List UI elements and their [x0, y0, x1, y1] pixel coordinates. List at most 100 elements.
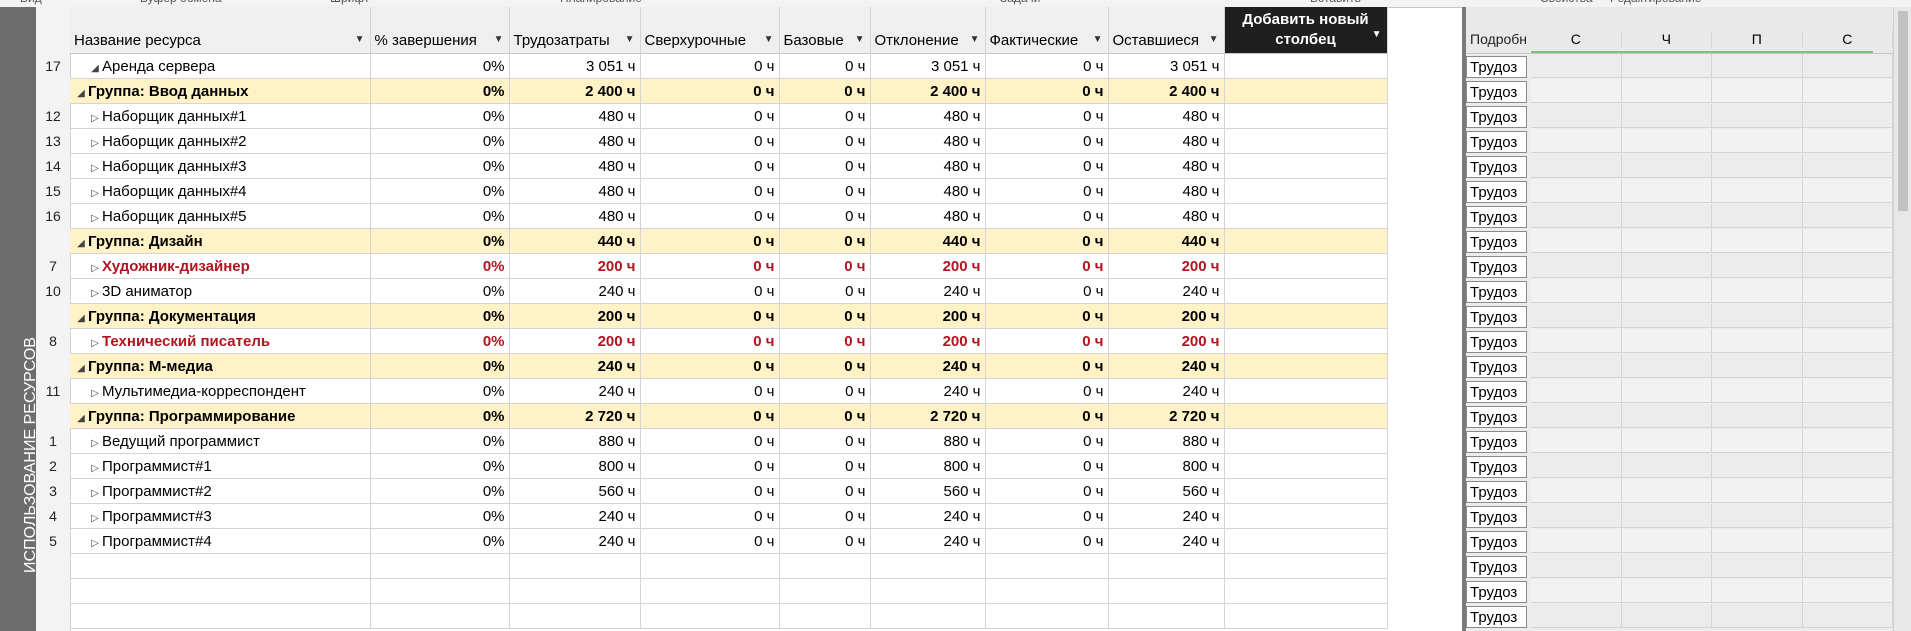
- timephased-cell[interactable]: [1531, 504, 1622, 528]
- detail-label-cell[interactable]: Трудоз: [1466, 156, 1527, 178]
- timephased-cell[interactable]: [1531, 554, 1622, 578]
- timephased-cell[interactable]: [1621, 529, 1712, 553]
- timephased-cell[interactable]: [1621, 479, 1712, 503]
- timephased-cell[interactable]: [1531, 529, 1622, 553]
- timephased-cell[interactable]: [1802, 404, 1893, 428]
- timephased-cell[interactable]: [1621, 279, 1712, 303]
- timephased-cell[interactable]: [1802, 329, 1893, 353]
- remaining-cell[interactable]: 480 ч: [1108, 128, 1225, 154]
- add-column-cell[interactable]: [1224, 428, 1388, 454]
- timephased-cells[interactable]: [1531, 229, 1893, 253]
- dropdown-arrow-icon[interactable]: ▼: [624, 34, 635, 45]
- overtime-cell[interactable]: 0 ч: [640, 503, 780, 529]
- vertical-scrollbar[interactable]: [1893, 7, 1911, 631]
- add-column-cell[interactable]: [1224, 78, 1388, 104]
- column-header-name[interactable]: Название ресурса ▼: [70, 7, 371, 54]
- overtime-cell[interactable]: 0 ч: [640, 403, 780, 429]
- row-id[interactable]: 10: [45, 283, 61, 299]
- detail-label-cell[interactable]: Трудоз: [1466, 181, 1527, 203]
- row-id[interactable]: 8: [49, 333, 57, 349]
- remaining-cell[interactable]: 480 ч: [1108, 103, 1225, 129]
- timephased-cells[interactable]: [1531, 354, 1893, 378]
- timephased-cell[interactable]: [1531, 579, 1622, 603]
- collapse-triangle-icon[interactable]: ◢: [77, 412, 85, 424]
- resource-name-cell[interactable]: ▷ Программист#2: [70, 478, 371, 504]
- resource-name-cell[interactable]: ▷ Программист#4: [70, 528, 371, 554]
- resource-name-cell[interactable]: ▷ 3D аниматор: [70, 278, 371, 304]
- work-cell[interactable]: 480 ч: [509, 103, 641, 129]
- add-column-cell[interactable]: [1224, 453, 1388, 479]
- column-header-remaining[interactable]: Оставшиеся ▼: [1108, 7, 1225, 54]
- overtime-cell[interactable]: 0 ч: [640, 253, 780, 279]
- work-cell[interactable]: 240 ч: [509, 278, 641, 304]
- overtime-cell[interactable]: 0 ч: [640, 478, 780, 504]
- overtime-cell[interactable]: 0 ч: [640, 53, 780, 79]
- timephased-cell[interactable]: [1712, 429, 1803, 453]
- add-column-cell[interactable]: [1224, 103, 1388, 129]
- remaining-cell[interactable]: 240 ч: [1108, 378, 1225, 404]
- work-cell[interactable]: 480 ч: [509, 153, 641, 179]
- empty-cell[interactable]: [1224, 578, 1388, 604]
- expand-triangle-icon[interactable]: ▷: [91, 387, 99, 399]
- remaining-cell[interactable]: 200 ч: [1108, 253, 1225, 279]
- dropdown-arrow-icon[interactable]: ▼: [1208, 34, 1219, 45]
- add-column-cell[interactable]: [1224, 203, 1388, 229]
- add-column-cell[interactable]: [1224, 403, 1388, 429]
- baseline-cell[interactable]: 0 ч: [779, 428, 871, 454]
- work-cell[interactable]: 3 051 ч: [509, 53, 641, 79]
- scrollbar-thumb[interactable]: [1898, 11, 1908, 211]
- timephased-cells[interactable]: [1531, 579, 1893, 603]
- remaining-cell[interactable]: 480 ч: [1108, 178, 1225, 204]
- timephased-cell[interactable]: [1531, 454, 1622, 478]
- overtime-cell[interactable]: 0 ч: [640, 228, 780, 254]
- timephased-cell[interactable]: [1531, 279, 1622, 303]
- timephased-cells[interactable]: [1531, 104, 1893, 128]
- resource-name-cell[interactable]: ▷ Ведущий программист: [70, 428, 371, 454]
- add-column-cell[interactable]: [1224, 153, 1388, 179]
- expand-triangle-icon[interactable]: ▷: [91, 287, 99, 299]
- resource-name-cell[interactable]: ▷ Наборщик данных#5: [70, 203, 371, 229]
- detail-label-cell[interactable]: Трудоз: [1466, 506, 1527, 528]
- detail-label-cell[interactable]: Трудоз: [1466, 356, 1527, 378]
- timephased-cells[interactable]: [1531, 179, 1893, 203]
- dropdown-arrow-icon[interactable]: ▼: [854, 34, 865, 45]
- row-id[interactable]: 17: [45, 58, 61, 74]
- timephased-cell[interactable]: [1712, 554, 1803, 578]
- resource-name-cell[interactable]: ◢ Группа: Документация: [70, 303, 371, 329]
- expand-triangle-icon[interactable]: ▷: [91, 337, 99, 349]
- timephased-cell[interactable]: [1531, 129, 1622, 153]
- complete-cell[interactable]: 0%: [370, 203, 510, 229]
- detail-label-cell[interactable]: Трудоз: [1466, 581, 1527, 603]
- empty-row[interactable]: [70, 578, 1388, 604]
- overtime-cell[interactable]: 0 ч: [640, 278, 780, 304]
- timephased-cells[interactable]: [1531, 304, 1893, 328]
- add-column-cell[interactable]: [1224, 253, 1388, 279]
- variance-cell[interactable]: 240 ч: [870, 528, 986, 554]
- row-id[interactable]: 2: [49, 458, 57, 474]
- timephased-cell[interactable]: [1621, 604, 1712, 628]
- resource-name-cell[interactable]: ▷ Программист#1: [70, 453, 371, 479]
- timephased-cell[interactable]: [1712, 54, 1803, 78]
- empty-cell[interactable]: [1224, 603, 1388, 629]
- remaining-cell[interactable]: 480 ч: [1108, 153, 1225, 179]
- baseline-cell[interactable]: 0 ч: [779, 353, 871, 379]
- baseline-cell[interactable]: 0 ч: [779, 103, 871, 129]
- collapse-triangle-icon[interactable]: ◢: [77, 362, 85, 374]
- timephased-cell[interactable]: [1621, 179, 1712, 203]
- variance-cell[interactable]: 800 ч: [870, 453, 986, 479]
- timephased-cell[interactable]: [1802, 429, 1893, 453]
- timephased-cell[interactable]: [1712, 404, 1803, 428]
- work-cell[interactable]: 240 ч: [509, 528, 641, 554]
- overtime-cell[interactable]: 0 ч: [640, 353, 780, 379]
- remaining-cell[interactable]: 240 ч: [1108, 503, 1225, 529]
- timephased-cell[interactable]: [1621, 229, 1712, 253]
- collapse-triangle-icon[interactable]: ◢: [91, 62, 99, 74]
- timephased-cell[interactable]: [1712, 279, 1803, 303]
